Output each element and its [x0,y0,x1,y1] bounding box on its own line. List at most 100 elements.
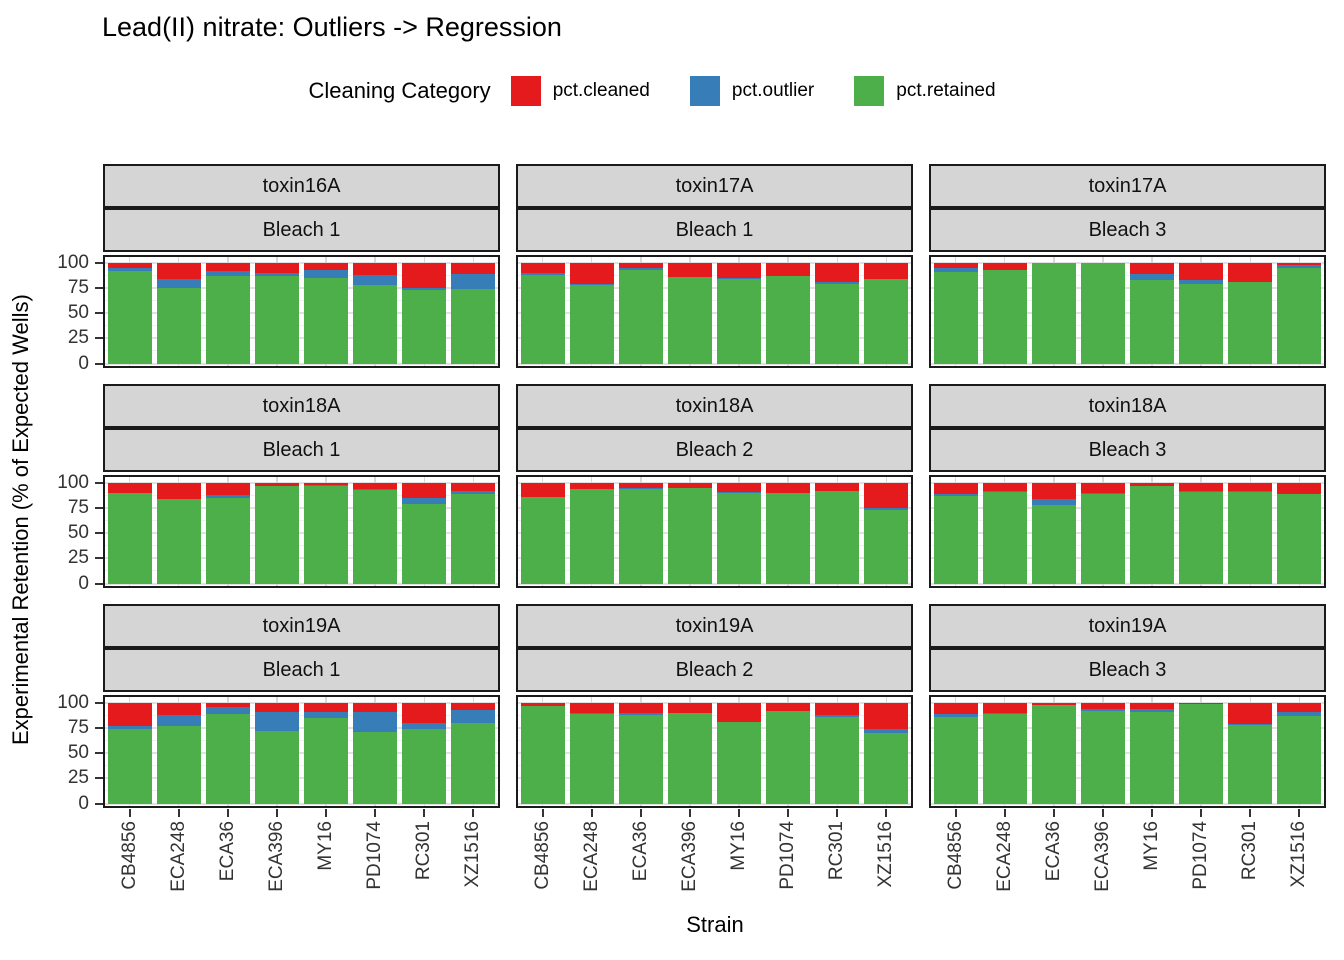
bar-segment-pct.outlier [402,287,447,291]
y-tick-mark [95,777,103,780]
facet-strip-toxin: toxin17A [929,164,1326,208]
bar-segment-pct.retained [1277,494,1322,584]
x-tick-label: ECA36 [216,821,238,882]
x-tick-mark [472,809,475,817]
stacked-bar-ECA248 [156,262,201,364]
x-axis-gutter-spacer [46,809,103,939]
stacked-bar-XZ1516 [1277,262,1322,364]
bar-segment-pct.retained [766,711,811,804]
bar-segment-pct.cleaned [1080,262,1125,264]
legend-item-label: pct.retained [896,80,996,101]
bar-segment-pct.retained [766,276,811,364]
facet-row: 100 75 50 25 0 toxin18A Bleach 1 toxin18A Bleach… [46,384,1336,593]
x-tick-label: CB4856 [944,821,966,890]
gridline-major [105,312,498,314]
bar-segment-pct.cleaned [1031,262,1076,264]
stacked-bar-ECA248 [982,482,1027,584]
bar-segment-pct.retained [107,493,152,584]
stacked-bar-ECA248 [982,262,1027,364]
bar-segment-pct.outlier [520,496,565,498]
stacked-bar-MY16 [1130,702,1175,804]
bar-segment-pct.cleaned [304,482,349,486]
bar-segment-pct.outlier [618,267,663,270]
facet-strip-bleach: Bleach 1 [103,208,500,252]
plot-panel [929,475,1326,588]
y-tick-label: 50 [67,742,89,763]
bar-segment-pct.outlier [205,706,250,715]
gridline-major [518,337,911,340]
bar-segment-pct.outlier [304,270,349,279]
bar-segment-pct.outlier [1228,491,1273,492]
gridline-major [931,701,1324,704]
bar-segment-pct.cleaned [205,702,250,707]
stacked-bar-CB4856 [107,482,152,584]
stacked-bar-ECA248 [569,482,614,584]
x-tick-label: ECA36 [1042,821,1064,882]
bar-segment-pct.cleaned [815,702,860,715]
bar-segment-pct.outlier [864,278,909,280]
gridline-minor [931,545,1324,547]
gridline-minor [518,299,911,301]
bar-segment-pct.retained [1277,715,1322,804]
gridline-major [931,752,1324,754]
legend: Cleaning Category pct.cleaned pct.outlier… [0,76,1344,106]
x-tick-mark [226,809,229,817]
gridline-major [105,286,498,289]
x-tick-mark [1298,809,1301,817]
bar-segment-pct.retained [254,275,299,364]
gridline-minor [931,299,1324,301]
bar-segment-pct.outlier [156,279,201,288]
x-label-strip: CB4856 ECA248 ECA36 ECA396 MY16 PD1074 RC301 XZ… [103,809,500,939]
bar-segment-pct.retained [1277,268,1322,364]
gridline-minor [518,714,911,716]
stacked-bar-ECA36 [205,262,250,364]
bar-segment-pct.cleaned [766,262,811,276]
bar-segment-pct.cleaned [864,702,909,729]
gridline-major [518,557,911,560]
bar-segment-pct.retained [1179,491,1224,584]
gridline-minor [518,494,911,496]
facet-panel: toxin18A Bleach 2 [516,384,913,588]
bar-segment-pct.retained [717,278,762,364]
gridline-major [931,557,1324,560]
facet-panel: toxin17A Bleach 1 [516,164,913,368]
bar-segment-pct.outlier [402,497,447,505]
bar-segment-pct.cleaned [451,702,496,710]
bar-segment-pct.retained [1179,704,1224,804]
y-axis-title: Experimental Retention (% of Expected We… [8,294,33,746]
bar-segment-pct.retained [933,496,978,584]
stacked-bar-MY16 [1130,482,1175,584]
gridline-major [518,582,911,585]
bar-segment-pct.outlier [107,268,152,271]
bar-segment-pct.cleaned [156,702,201,716]
stacked-bar-RC301 [402,262,447,364]
bar-segment-pct.cleaned [864,262,909,279]
stacked-bar-RC301 [815,482,860,584]
y-tick-label: 100 [57,471,89,493]
gridline-minor [105,739,498,741]
stacked-bar-RC301 [1228,262,1273,364]
bar-segment-pct.retained [1228,282,1273,364]
bar-segment-pct.cleaned [402,482,447,498]
x-tick-label: ECA396 [265,821,287,892]
bar-segment-pct.retained [205,275,250,364]
gridline-major [518,286,911,289]
y-tick-mark [95,286,103,289]
bar-segment-pct.cleaned [304,702,349,712]
stacked-bar-XZ1516 [864,482,909,584]
y-tick-label: 0 [78,572,89,594]
bar-segment-pct.cleaned [982,702,1027,714]
bar-segment-pct.retained [304,278,349,364]
plot-panel [103,255,500,368]
gridline-major [518,481,911,484]
gridline-minor [931,714,1324,716]
y-tick-mark [95,481,103,484]
stacked-bar-ECA36 [205,482,250,584]
x-tick-mark [541,809,544,817]
stacked-bar-PD1074 [766,482,811,584]
x-tick-label: RC301 [413,821,435,881]
bar-segment-pct.cleaned [1228,702,1273,725]
x-tick-label: MY16 [315,821,337,871]
x-axis-labels: CB4856 ECA248 ECA36 ECA396 MY16 PD1074 RC301 XZ… [46,809,1336,939]
gridline-major [105,362,498,365]
